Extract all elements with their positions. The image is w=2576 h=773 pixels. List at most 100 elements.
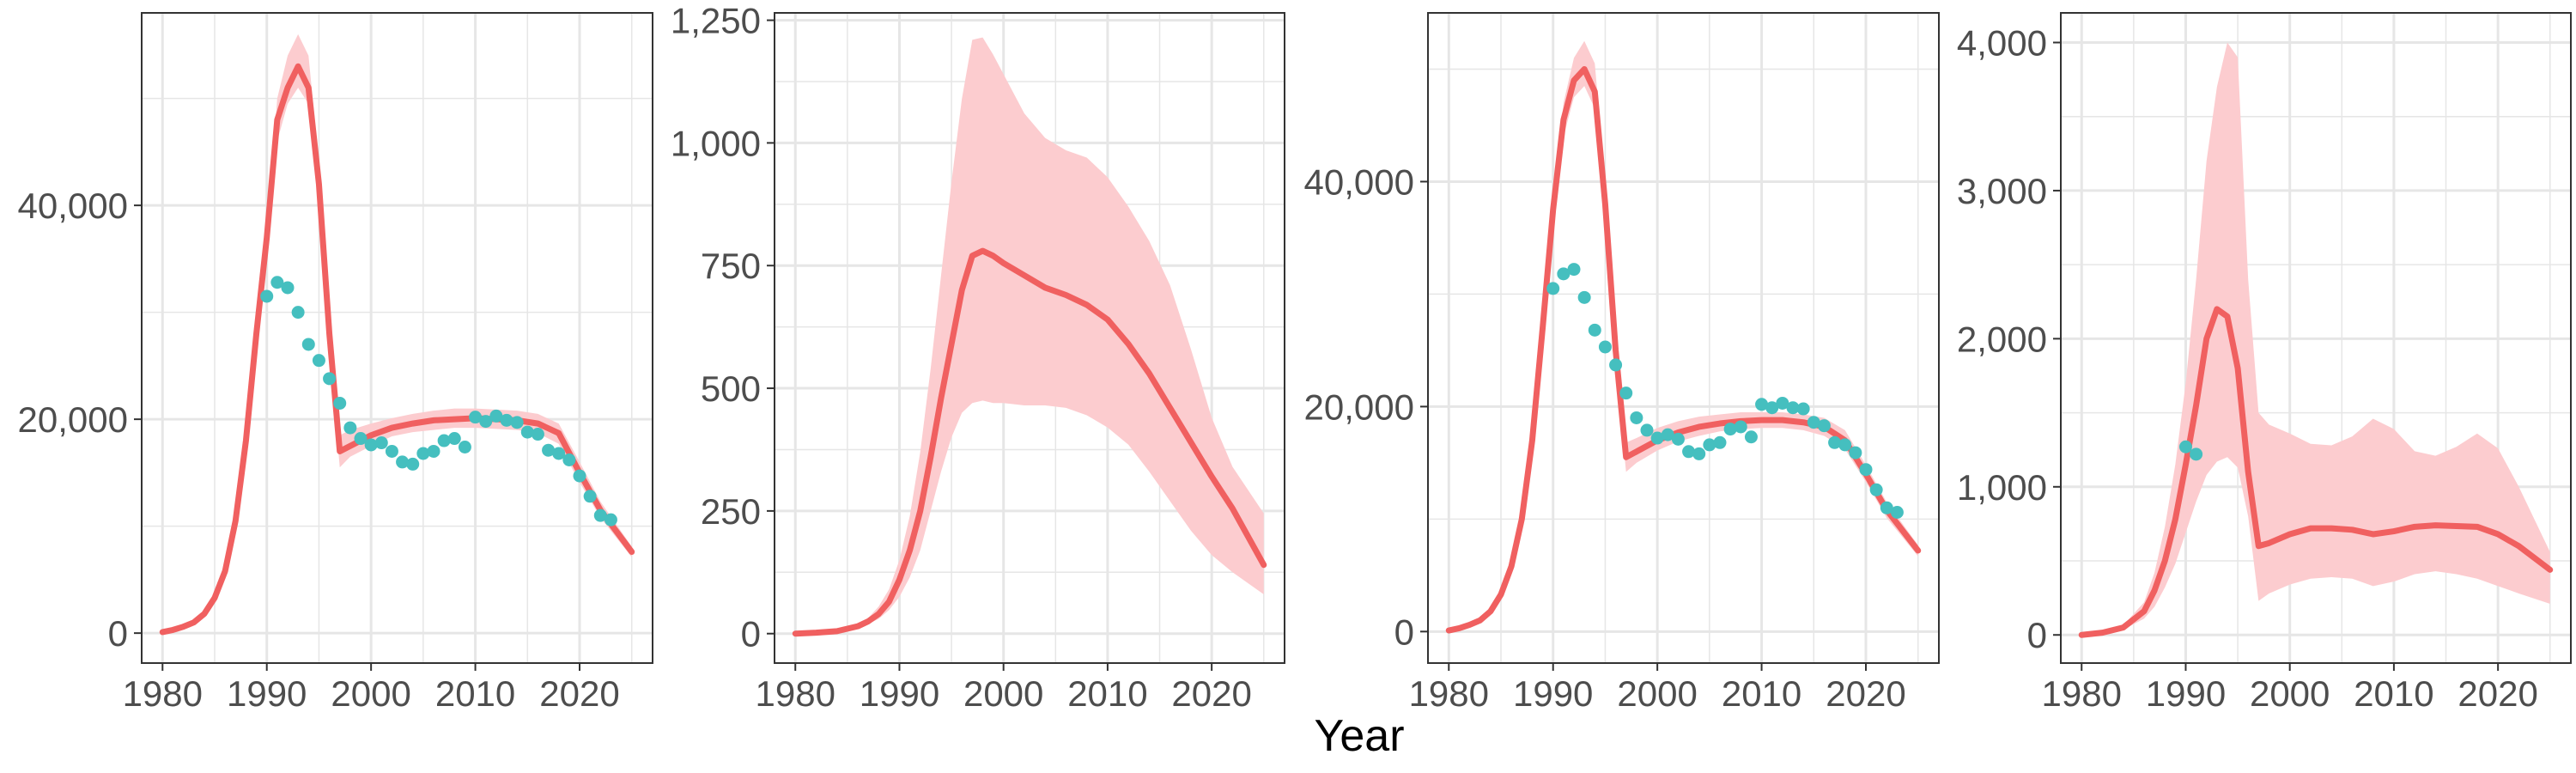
observed-point	[1765, 401, 1779, 415]
observed-point	[562, 453, 576, 466]
x-tick-label: 2010	[1067, 673, 1147, 714]
observed-point	[1796, 402, 1810, 416]
x-tick-label: 2020	[1171, 673, 1251, 714]
y-tick-label: 40,000	[18, 186, 128, 226]
model-line	[792, 247, 1267, 637]
x-tick-label: 1990	[2146, 673, 2226, 714]
plot-frame	[774, 12, 1285, 664]
observed-point	[1755, 398, 1769, 411]
observed-point	[333, 396, 347, 410]
observed-point	[1838, 438, 1852, 452]
chart-panel-1: 1980 1990 2000 2010 2020 0 20,000 40,000	[18, 12, 653, 714]
observed-point	[1703, 438, 1716, 452]
x-tick-label: 2010	[435, 673, 515, 714]
plot-background	[142, 13, 653, 663]
model-line	[2078, 306, 2554, 638]
observed-point	[312, 354, 325, 368]
observed-point	[437, 434, 451, 447]
observed-point	[343, 421, 357, 435]
observed-point	[2190, 447, 2203, 461]
observed-point	[1682, 445, 1696, 459]
y-tick-label: 20,000	[1304, 386, 1414, 427]
observed-point	[1890, 506, 1904, 520]
observed-point	[583, 490, 597, 503]
chart-panel-4: 1980 1990 2000 2010 2020 0 1,000 2,000 3,000 4,00…	[1957, 12, 2572, 714]
y-tick-label: 0	[1394, 612, 1414, 652]
x-tick-label: 1990	[1513, 673, 1593, 714]
x-tick-label: 2020	[1826, 673, 1905, 714]
observed-point	[1786, 401, 1800, 415]
observed-point	[479, 415, 493, 429]
y-tick-label: 0	[2027, 615, 2047, 655]
x-tick-label: 2000	[2250, 673, 2330, 714]
y-tick-label: 2,000	[1957, 319, 2047, 359]
observed-point	[447, 432, 461, 446]
observed-point	[1588, 323, 1601, 337]
x-tick-label: 1980	[2042, 673, 2122, 714]
observed-point	[354, 432, 368, 446]
observed-point	[427, 444, 440, 458]
observed-point	[416, 447, 430, 460]
y-tick-label: 1,250	[671, 1, 761, 41]
x-tick-label: 1980	[123, 673, 203, 714]
observed-point	[1828, 435, 1842, 449]
y-tick-label: 0	[741, 614, 761, 654]
observed-point	[520, 425, 534, 439]
y-tick-label: 3,000	[1957, 171, 2047, 211]
observed-point	[1630, 411, 1643, 424]
y-tick-label: 250	[701, 491, 761, 532]
y-tick-label: 0	[108, 613, 128, 654]
confidence-band	[795, 37, 1264, 634]
confidence-band	[2081, 42, 2550, 636]
y-tick-label: 750	[701, 246, 761, 286]
observed-point	[1567, 263, 1581, 277]
observed-point	[1650, 431, 1664, 445]
observed-point	[1744, 430, 1758, 444]
observed-point	[1880, 501, 1893, 514]
observed-point	[552, 447, 566, 460]
x-tick-label: 2000	[1617, 673, 1697, 714]
observed-point	[1609, 358, 1623, 372]
observed-point	[542, 443, 556, 457]
observed-point	[1849, 446, 1862, 460]
observed-point	[1713, 435, 1727, 449]
observed-point	[1640, 423, 1654, 437]
observed-point	[374, 436, 388, 450]
y-tick-label: 1,000	[671, 123, 761, 163]
observed-point	[1869, 483, 1883, 496]
observed-point	[260, 289, 274, 303]
observed-point	[1577, 290, 1591, 304]
observed-point	[1859, 463, 1873, 477]
observed-point	[1671, 432, 1685, 446]
chart-panel-3: 1980 1990 2000 2010 2020 0 20,000 40,000	[1304, 12, 1940, 714]
observed-point	[1661, 428, 1674, 441]
observed-point	[1557, 267, 1571, 281]
y-tick-label: 1,000	[1957, 467, 2047, 508]
y-tick-label: 4,000	[1957, 22, 2047, 63]
plot-background	[1428, 13, 1939, 663]
observed-point	[1776, 396, 1789, 410]
x-tick-label: 2020	[2458, 673, 2537, 714]
x-tick-label: 1980	[1409, 673, 1489, 714]
observed-point	[1598, 340, 1612, 354]
observed-point	[270, 276, 284, 289]
observed-point	[604, 513, 617, 526]
y-tick-label: 20,000	[18, 399, 128, 440]
x-tick-label: 2000	[963, 673, 1043, 714]
observed-point	[489, 409, 503, 423]
observed-point	[510, 416, 524, 429]
observed-point	[281, 281, 295, 295]
observed-point	[385, 444, 398, 458]
observed-point	[1692, 447, 1706, 460]
x-tick-label: 1990	[860, 673, 939, 714]
plot-frame	[1427, 12, 1940, 664]
observed-point	[1723, 423, 1737, 436]
observed-point	[531, 428, 544, 441]
observed-point	[291, 306, 305, 320]
observed-point	[1817, 419, 1831, 433]
observed-point	[301, 338, 315, 351]
x-tick-label: 2010	[1722, 673, 1801, 714]
observed-point	[396, 455, 410, 469]
observed-point	[1734, 420, 1747, 434]
